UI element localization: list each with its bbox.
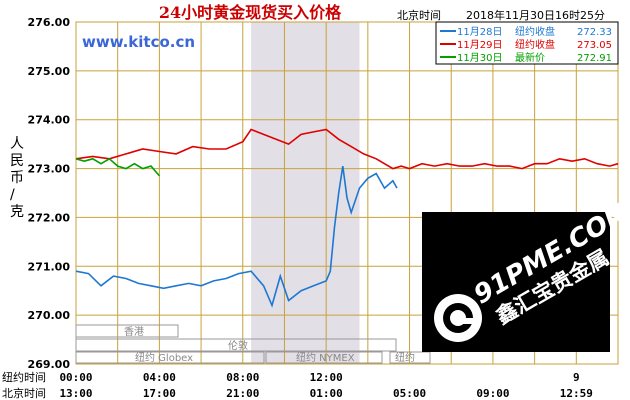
plot-frame	[75, 21, 619, 365]
legend-value: 272.91	[577, 53, 612, 64]
x-tick-label-bj: 09:00	[476, 387, 509, 400]
y-tick-label: 270.00	[28, 309, 71, 322]
market-nymex: 纽约 NYMEX	[296, 351, 355, 364]
row-label-ny: 纽约时间	[2, 370, 46, 384]
legend-date: 11月30日	[457, 52, 502, 64]
x-tick-label-bj: 01:00	[310, 387, 343, 400]
chart-title: 24小时黄金现货买入价格	[159, 3, 342, 22]
x-tick-label-ny: 12:00	[310, 371, 343, 384]
x-tick-label-ny: 9	[573, 371, 580, 384]
y-tick-label: 273.00	[28, 163, 71, 176]
legend-value: 272.33	[577, 27, 612, 38]
timezone-label: 北京时间	[397, 8, 441, 22]
series-line	[75, 165, 398, 308]
plot-area: 269.00 270.00 271.00 272.00 273.00 274.00 275.…	[28, 16, 619, 371]
x-tick-label-bj: 12:59	[560, 387, 593, 400]
legend-label: 纽约收盘	[515, 25, 555, 38]
y-tick-label: 276.00	[28, 16, 71, 29]
brand-logo-icon	[434, 294, 482, 342]
x-axis-ticks: 00:00 04:00 08:00 12:00 9 13:00 17:00 21:00 01:0…	[59, 371, 592, 400]
market-sessions: 香港 伦敦 纽约 Globex 纽约 NYMEX 纽约	[75, 324, 431, 364]
x-tick-label-bj: 05:00	[393, 387, 426, 400]
row-label-bj: 北京时间	[2, 386, 46, 400]
legend-label: 纽约收盘	[515, 38, 555, 51]
legend-value: 273.05	[577, 40, 612, 51]
series-line	[75, 128, 619, 170]
y-axis-title: 人民币/克	[10, 136, 24, 220]
x-tick-label-ny: 04:00	[143, 371, 176, 384]
market-hk: 香港	[124, 326, 144, 338]
x-tick-label-bj: 13:00	[59, 387, 92, 400]
x-tick-label-ny: 08:00	[226, 371, 259, 384]
x-tick-label-bj: 17:00	[143, 387, 176, 400]
market-ldn: 伦敦	[228, 339, 248, 352]
x-tick-label-ny: 00:00	[59, 371, 92, 384]
y-tick-label: 272.00	[28, 211, 71, 224]
y-axis-label: 人民币/克	[10, 136, 24, 220]
legend-date: 11月28日	[457, 26, 502, 38]
shaded-session	[251, 22, 360, 364]
series-line	[75, 157, 161, 177]
brand-watermark: 91PME.COM 鑫汇宝贵金属	[422, 196, 630, 352]
y-tick-label: 275.00	[28, 65, 71, 78]
x-tick-label-bj: 21:00	[226, 387, 259, 400]
y-tick-label: 271.00	[28, 260, 71, 273]
market-globex: 纽约 Globex	[135, 351, 193, 364]
timestamp: 2018年11月30日16时25分	[466, 8, 605, 22]
y-tick-label: 269.00	[28, 358, 71, 371]
legend-label: 最新价	[515, 51, 545, 64]
legend-date: 11月29日	[457, 39, 502, 51]
y-tick-label: 274.00	[28, 114, 71, 127]
market-nymex-next: 纽约	[395, 351, 415, 364]
site-watermark: www.kitco.cn	[82, 33, 195, 51]
